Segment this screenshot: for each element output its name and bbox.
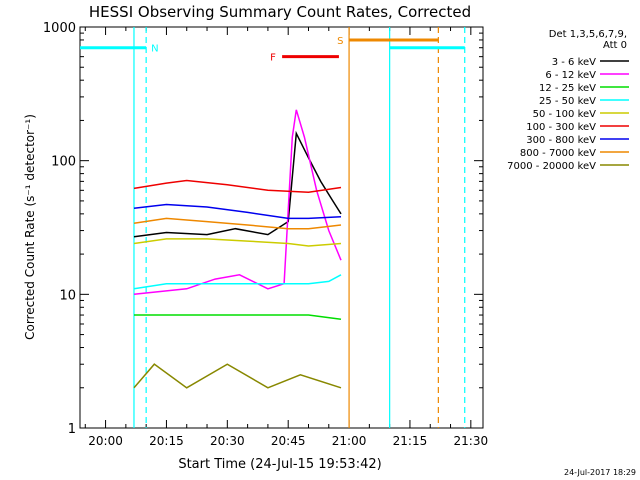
- x-tick-label: 20:15: [149, 434, 184, 448]
- legend-label: 300 - 800 keV: [526, 135, 596, 146]
- x-tick-label: 20:45: [271, 434, 306, 448]
- series-line-3: [133, 274, 342, 290]
- series-line-7: [133, 217, 342, 230]
- x-tick-label: 21:00: [332, 434, 367, 448]
- x-tick-label: 20:30: [210, 434, 245, 448]
- legend-header: Det 1,3,5,6,7,9,: [549, 29, 627, 40]
- legend: Det 1,3,5,6,7,9,Att 0 3 - 6 keV 6 - 12 keV…: [507, 29, 629, 172]
- series-line-1: [133, 109, 342, 296]
- series-line-4: [133, 238, 342, 247]
- plot-frame: [79, 26, 484, 429]
- y-tick-label: 1: [68, 422, 76, 437]
- legend-label: 7000 - 20000 keV: [507, 161, 596, 172]
- legend-label: 100 - 300 keV: [526, 122, 596, 133]
- chart-title: HESSI Observing Summary Count Rates, Cor…: [89, 3, 471, 21]
- series-line-5: [133, 179, 342, 194]
- legend-label: 50 - 100 keV: [533, 109, 597, 120]
- legend-label: 3 - 6 keV: [552, 57, 596, 68]
- legend-label: 12 - 25 keV: [539, 83, 596, 94]
- y-tick-label: 10: [59, 288, 76, 303]
- x-tick-label: 20:00: [88, 434, 123, 448]
- annotation-label-s: S: [337, 36, 343, 47]
- legend-label: 25 - 50 keV: [539, 96, 596, 107]
- legend-label: 800 - 7000 keV: [520, 148, 596, 159]
- x-tick-label: 21:30: [454, 434, 489, 448]
- annotation-label-n: N: [151, 44, 158, 55]
- y-tick-label: 1000: [43, 21, 76, 36]
- y-tick-label: 100: [51, 155, 76, 170]
- timestamp-footer: 24-Jul-2017 18:29: [564, 468, 636, 477]
- series-line-8: [133, 363, 342, 389]
- annotation-label-f: F: [270, 53, 276, 64]
- series-line-2: [134, 314, 342, 321]
- series-line-0: [133, 130, 342, 238]
- x-tick-label: 21:15: [393, 434, 428, 448]
- legend-header: Att 0: [603, 40, 627, 51]
- plot-area: 20:00 20:15 20:30 20:45 21:00 21:15 21:30 1 10 10…: [43, 21, 488, 448]
- series-line-6: [133, 203, 342, 220]
- x-axis-label: Start Time (24-Jul-15 19:53:42): [178, 457, 381, 472]
- y-axis-label: Corrected Count Rate (s⁻¹ detector⁻¹): [23, 114, 37, 340]
- legend-label: 6 - 12 keV: [545, 70, 596, 81]
